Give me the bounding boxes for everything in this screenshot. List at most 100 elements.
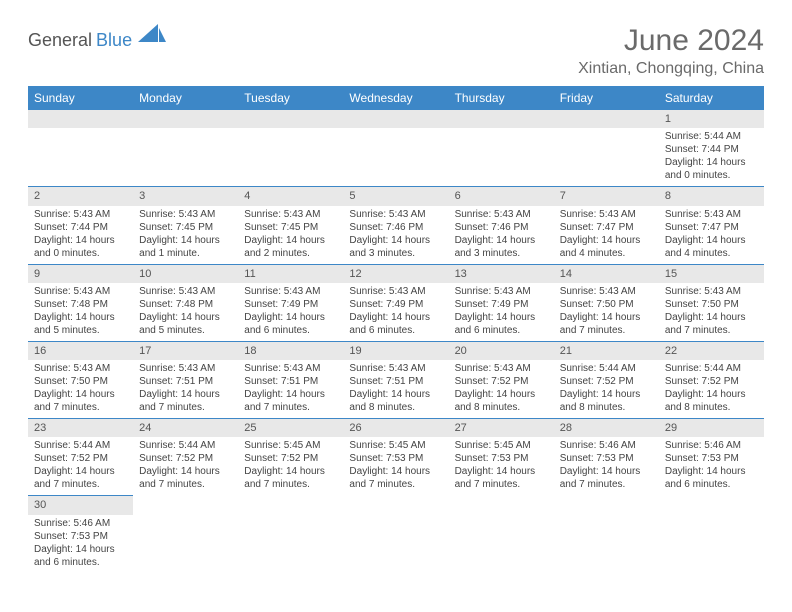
daylight-line: Daylight: 14 hours and 2 minutes. [244,234,337,260]
calendar-week: 23Sunrise: 5:44 AMSunset: 7:52 PMDayligh… [28,419,764,496]
day-content: Sunrise: 5:44 AMSunset: 7:52 PMDaylight:… [28,437,133,495]
location: Xintian, Chongqing, China [578,60,764,78]
sunrise-line: Sunrise: 5:43 AM [560,208,653,221]
day-number: 6 [449,187,554,205]
day-number: 19 [343,342,448,360]
day-content: Sunrise: 5:46 AMSunset: 7:53 PMDaylight:… [659,437,764,495]
calendar-week: 2 Sunrise: 5:43 AM Sunset: 7:44 PM Daylight… [28,187,764,264]
daylight-line: Daylight: 14 hours and 7 minutes. [560,465,653,491]
calendar-cell: 15Sunrise: 5:43 AMSunset: 7:50 PMDayligh… [659,264,764,341]
sunrise-line: Sunrise: 5:46 AM [560,439,653,452]
day-content: Sunrise: 5:46 AMSunset: 7:53 PMDaylight:… [554,437,659,495]
day-header: Monday [133,86,238,110]
calendar-week: 16Sunrise: 5:43 AMSunset: 7:50 PMDayligh… [28,341,764,418]
calendar-cell: 29Sunrise: 5:46 AMSunset: 7:53 PMDayligh… [659,419,764,496]
calendar-body: 1Sunrise: 5:44 AMSunset: 7:44 PMDaylight… [28,110,764,573]
calendar-cell-empty [28,110,133,187]
calendar-cell: 8Sunrise: 5:43 AMSunset: 7:47 PMDaylight… [659,187,764,264]
day-number: 16 [28,342,133,360]
day-header: Tuesday [238,86,343,110]
day-content: Sunrise: 5:43 AMSunset: 7:50 PMDaylight:… [659,283,764,341]
sunrise-line: Sunrise: 5:44 AM [139,439,232,452]
header: GeneralBlue June 2024 Xintian, Chongqing… [28,24,764,78]
calendar-header-row: SundayMondayTuesdayWednesdayThursdayFrid… [28,86,764,110]
sunset-line: Sunset: 7:50 PM [560,298,653,311]
day-content: Sunrise: 5:43 AMSunset: 7:51 PMDaylight:… [343,360,448,418]
daylight-line: Daylight: 14 hours and 7 minutes. [139,465,232,491]
day-number: 23 [28,419,133,437]
logo-text-2: Blue [96,30,132,51]
day-number: 5 [343,187,448,205]
sunrise-line: Sunrise: 5:45 AM [349,439,442,452]
calendar-cell: 5Sunrise: 5:43 AMSunset: 7:46 PMDaylight… [343,187,448,264]
day-content: Sunrise: 5:43 AMSunset: 7:45 PMDaylight:… [238,206,343,264]
day-content: Sunrise: 5:46 AMSunset: 7:53 PMDaylight:… [28,515,133,573]
daylight-line: Daylight: 14 hours and 6 minutes. [665,465,758,491]
day-content: Sunrise: 5:43 AMSunset: 7:51 PMDaylight:… [133,360,238,418]
sunrise-line: Sunrise: 5:43 AM [665,208,758,221]
sunrise-line: Sunrise: 5:43 AM [244,362,337,375]
day-number: 30 [28,496,133,514]
calendar-cell-empty [133,110,238,187]
daylight-line: Daylight: 14 hours and 5 minutes. [34,311,127,337]
calendar-cell-empty [343,496,448,573]
sunset-line: Sunset: 7:48 PM [34,298,127,311]
sunrise-line: Sunrise: 5:43 AM [665,285,758,298]
sunrise-line: Sunrise: 5:43 AM [349,208,442,221]
empty-daynum-bar [133,110,238,128]
calendar-cell: 17Sunrise: 5:43 AMSunset: 7:51 PMDayligh… [133,341,238,418]
sunrise-line: Sunrise: 5:46 AM [34,517,127,530]
sunset-line: Sunset: 7:52 PM [139,452,232,465]
sunset-line: Sunset: 7:51 PM [139,375,232,388]
daylight-line: Daylight: 14 hours and 4 minutes. [665,234,758,260]
calendar-cell: 24 Sunrise: 5:44 AMSunset: 7:52 PMDayligh… [133,419,238,496]
day-number: 2 [28,187,133,205]
sunrise-line: Sunrise: 5:43 AM [34,362,127,375]
day-number: 27 [449,419,554,437]
sunset-line: Sunset: 7:51 PM [244,375,337,388]
calendar-cell: 16Sunrise: 5:43 AMSunset: 7:50 PMDayligh… [28,341,133,418]
day-number: 18 [238,342,343,360]
sunset-line: Sunset: 7:46 PM [349,221,442,234]
sunset-line: Sunset: 7:52 PM [244,452,337,465]
sunrise-line: Sunrise: 5:43 AM [139,285,232,298]
day-content: Sunrise: 5:45 AMSunset: 7:53 PMDaylight:… [343,437,448,495]
day-number: 3 [133,187,238,205]
sunrise-line: Sunrise: 5:44 AM [560,362,653,375]
daylight-line: Daylight: 14 hours and 0 minutes. [665,156,758,182]
calendar-cell: 7Sunrise: 5:43 AMSunset: 7:47 PMDaylight… [554,187,659,264]
day-content: Sunrise: 5:43 AMSunset: 7:46 PMDaylight:… [343,206,448,264]
calendar-cell: 25Sunrise: 5:45 AMSunset: 7:52 PMDayligh… [238,419,343,496]
day-content: Sunrise: 5:43 AMSunset: 7:45 PMDaylight:… [133,206,238,264]
sunrise-line: Sunrise: 5:44 AM [34,439,127,452]
day-header: Wednesday [343,86,448,110]
calendar-cell-empty [659,496,764,573]
day-content: Sunrise: 5:45 AMSunset: 7:53 PMDaylight:… [449,437,554,495]
day-number: 14 [554,265,659,283]
daylight-line: Daylight: 14 hours and 7 minutes. [139,388,232,414]
day-content: Sunrise: 5:43 AMSunset: 7:49 PMDaylight:… [343,283,448,341]
calendar-cell-empty [554,496,659,573]
sunrise-line: Sunrise: 5:43 AM [244,285,337,298]
calendar-cell: 20Sunrise: 5:43 AMSunset: 7:52 PMDayligh… [449,341,554,418]
sunset-line: Sunset: 7:53 PM [349,452,442,465]
calendar-cell: 27Sunrise: 5:45 AMSunset: 7:53 PMDayligh… [449,419,554,496]
day-content: Sunrise: 5:43 AMSunset: 7:50 PMDaylight:… [554,283,659,341]
empty-daynum-bar [238,110,343,128]
day-number: 21 [554,342,659,360]
calendar-cell-empty [449,110,554,187]
day-content: Sunrise: 5:44 AMSunset: 7:52 PMDaylight:… [554,360,659,418]
sunset-line: Sunset: 7:52 PM [34,452,127,465]
day-number: 8 [659,187,764,205]
calendar-cell-empty [238,496,343,573]
sunset-line: Sunset: 7:46 PM [455,221,548,234]
sunset-line: Sunset: 7:50 PM [34,375,127,388]
sunset-line: Sunset: 7:44 PM [34,221,127,234]
calendar-cell: 14Sunrise: 5:43 AMSunset: 7:50 PMDayligh… [554,264,659,341]
sunrise-line: Sunrise: 5:43 AM [139,208,232,221]
daylight-line: Daylight: 14 hours and 1 minute. [139,234,232,260]
sunset-line: Sunset: 7:53 PM [455,452,548,465]
sunrise-line: Sunrise: 5:43 AM [455,285,548,298]
day-number: 24 [133,419,238,437]
logo-sail-icon [138,24,166,49]
